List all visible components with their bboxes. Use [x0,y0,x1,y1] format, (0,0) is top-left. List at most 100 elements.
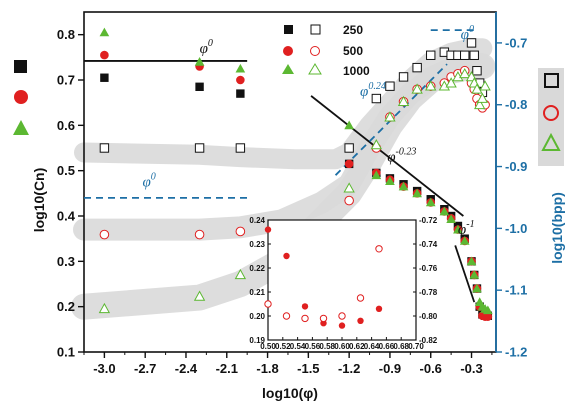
inset-right-tick-label-0-80: -0.80 [419,312,438,321]
x-tick-label-2-1: -2.1 [216,361,238,376]
right-y-tick-label-1-2: -1.2 [505,345,527,360]
scaling-annotation-5: φ-0.23 [387,147,416,166]
open-triangle-1000-point [370,139,383,150]
x-axis: -3.0 -2.7 -2.4 -2.1 -1.8 -1.5 -1.2 -0.9 -0.6 -0.3 [83,352,493,376]
inset-open-circle-point [282,312,291,320]
x-tick-label-1-5: -1.5 [297,361,319,376]
right-y-tick-label-0-7: -0.7 [505,35,527,50]
filled-triangle-1000-point [472,283,482,293]
inset-x-axis: 0.50 0.52 0.54 0.56 0.58 0.60 0.62 0.64 0.66 0.68… [260,337,424,351]
annotation-base: φ [461,27,469,43]
inset-x-tick-label-0-50: 0.50 [260,342,276,351]
inset-chart: 0.50 0.52 0.54 0.56 0.58 0.60 0.62 0.64 0.66 0.68… [249,216,437,351]
annotation-exponent: 0 [208,38,213,49]
filled-circle-500-point [483,312,493,321]
inset-right-tick-label-0-82: -0.82 [419,336,438,345]
inset-x-tick-label-0-64: 0.64 [364,342,380,351]
filled-triangle-1000-point [469,270,480,279]
inset-left-tick-label-0-23: 0.23 [249,240,265,249]
x-tick-label-1-8: -1.8 [256,361,278,376]
right-y-tick-label-0-8: -0.8 [505,97,527,112]
inset-right-tick-label-0-78: -0.78 [419,288,438,297]
right-y-tick-label-1-1: -1.1 [505,283,527,298]
inset-left-y-axis: 0.19 0.20 0.21 0.22 0.23 0.24 [249,216,271,345]
filled-circle-500-point [236,75,245,85]
left-y-tick-label-0-7: 0.7 [57,73,75,88]
legend-label-1000: 1000 [343,64,370,78]
open-triangle-1000-point [479,80,491,91]
inset-filled-circle-point [357,317,364,324]
inset-left-tick-label-0-20: 0.20 [249,312,265,321]
right-key-triangle [541,132,561,151]
left-y-tick-label-0-8: 0.8 [57,27,75,42]
left-y-tick-label-0-6: 0.6 [57,118,75,133]
inset-x-tick-label-0-62: 0.62 [349,342,365,351]
annotation-exponent: 0.24 [368,81,386,92]
legend-marker-filled-250 [284,25,293,34]
open-square-250-point [426,50,436,60]
x-tick-label-2-4: -2.4 [175,361,198,376]
inset-x-tick-label-0-70: 0.70 [408,342,424,351]
legend-entry-1000: 1000 [282,63,370,78]
annotation-base: φ [458,222,466,238]
legend-entry-500: 500 [283,44,363,58]
open-triangle-1000-point [343,182,355,193]
open-triangle-1000-point [471,83,483,94]
open-triangle-1000-point [397,95,410,107]
filled-triangle-1000-point [371,170,382,180]
filled-triangle-1000-point [459,236,470,245]
scaling-annotation-4: φ0 [461,24,474,43]
right-y-tick-label-0-9: -0.9 [505,159,527,174]
filled-triangle-1000-point [194,57,205,66]
inset-open-circle-point [375,245,383,253]
data-points [98,27,493,321]
left-key-square [14,60,27,73]
inset-x-tick-label-0-52: 0.52 [275,342,291,351]
inset-x-tick-label-0-68: 0.68 [393,342,409,351]
filled-triangle-1000-point [412,188,422,198]
open-circle-500-point [194,229,205,240]
legend-marker-open-500 [310,46,320,56]
legend-label-250: 250 [343,23,363,37]
inset-x-tick-label-0-60: 0.60 [334,342,350,351]
annotation-base: φ [200,41,208,57]
inset-x-tick-label-0-54: 0.54 [290,342,306,351]
inset-right-tick-label-0-74: -0.74 [419,240,438,249]
inset-left-tick-label-0-22: 0.22 [249,264,265,273]
filled-triangle-1000-point [483,305,493,315]
inset-open-circle-point [301,314,309,323]
inset-data-points [264,226,383,329]
left-y-tick-label-0-1: 0.1 [57,345,75,360]
annotation-exponent: 0 [151,172,156,183]
right-key-square [544,73,559,88]
left-side-key [13,60,29,135]
right-y-tick-label-1-0: -1.0 [505,221,527,236]
inset-right-y-axis: -0.72 -0.74 -0.76 -0.78 -0.80 -0.82 [413,216,438,345]
inset-filled-circle-point [264,226,272,233]
filled-square-250-point [100,73,109,82]
inset-right-tick-label-0-72: -0.72 [419,216,438,225]
inset-filled-circle-point [283,252,290,260]
inset-filled-circle-point [375,305,383,312]
x-tick-label-0-3: -0.3 [460,361,482,376]
inset-right-tick-label-0-76: -0.76 [419,264,438,273]
scaling-annotation-3: φ0.24 [360,81,386,100]
legend-marker-filled-1000 [282,64,294,74]
legend: 250 500 1000 [282,23,370,78]
open-square-250-point [469,50,479,60]
filled-square-250-point [195,82,204,91]
open-triangle-1000-point [98,302,111,314]
open-square-250-point [99,143,110,153]
inset-open-circle-point [319,314,328,323]
open-square-250-point [460,50,470,60]
open-triangle-1000-point [445,77,457,88]
open-square-250-point [235,143,246,153]
filled-triangle-1000-point [439,206,450,216]
x-tick-label-2-7: -2.7 [134,361,156,376]
open-circle-500-point [99,229,110,240]
legend-marker-filled-500 [283,46,293,56]
annotation-base: φ [387,150,395,166]
left-key-triangle [13,120,29,135]
left-y-tick-label-0-2: 0.2 [57,299,75,314]
legend-entry-250: 250 [284,23,363,37]
